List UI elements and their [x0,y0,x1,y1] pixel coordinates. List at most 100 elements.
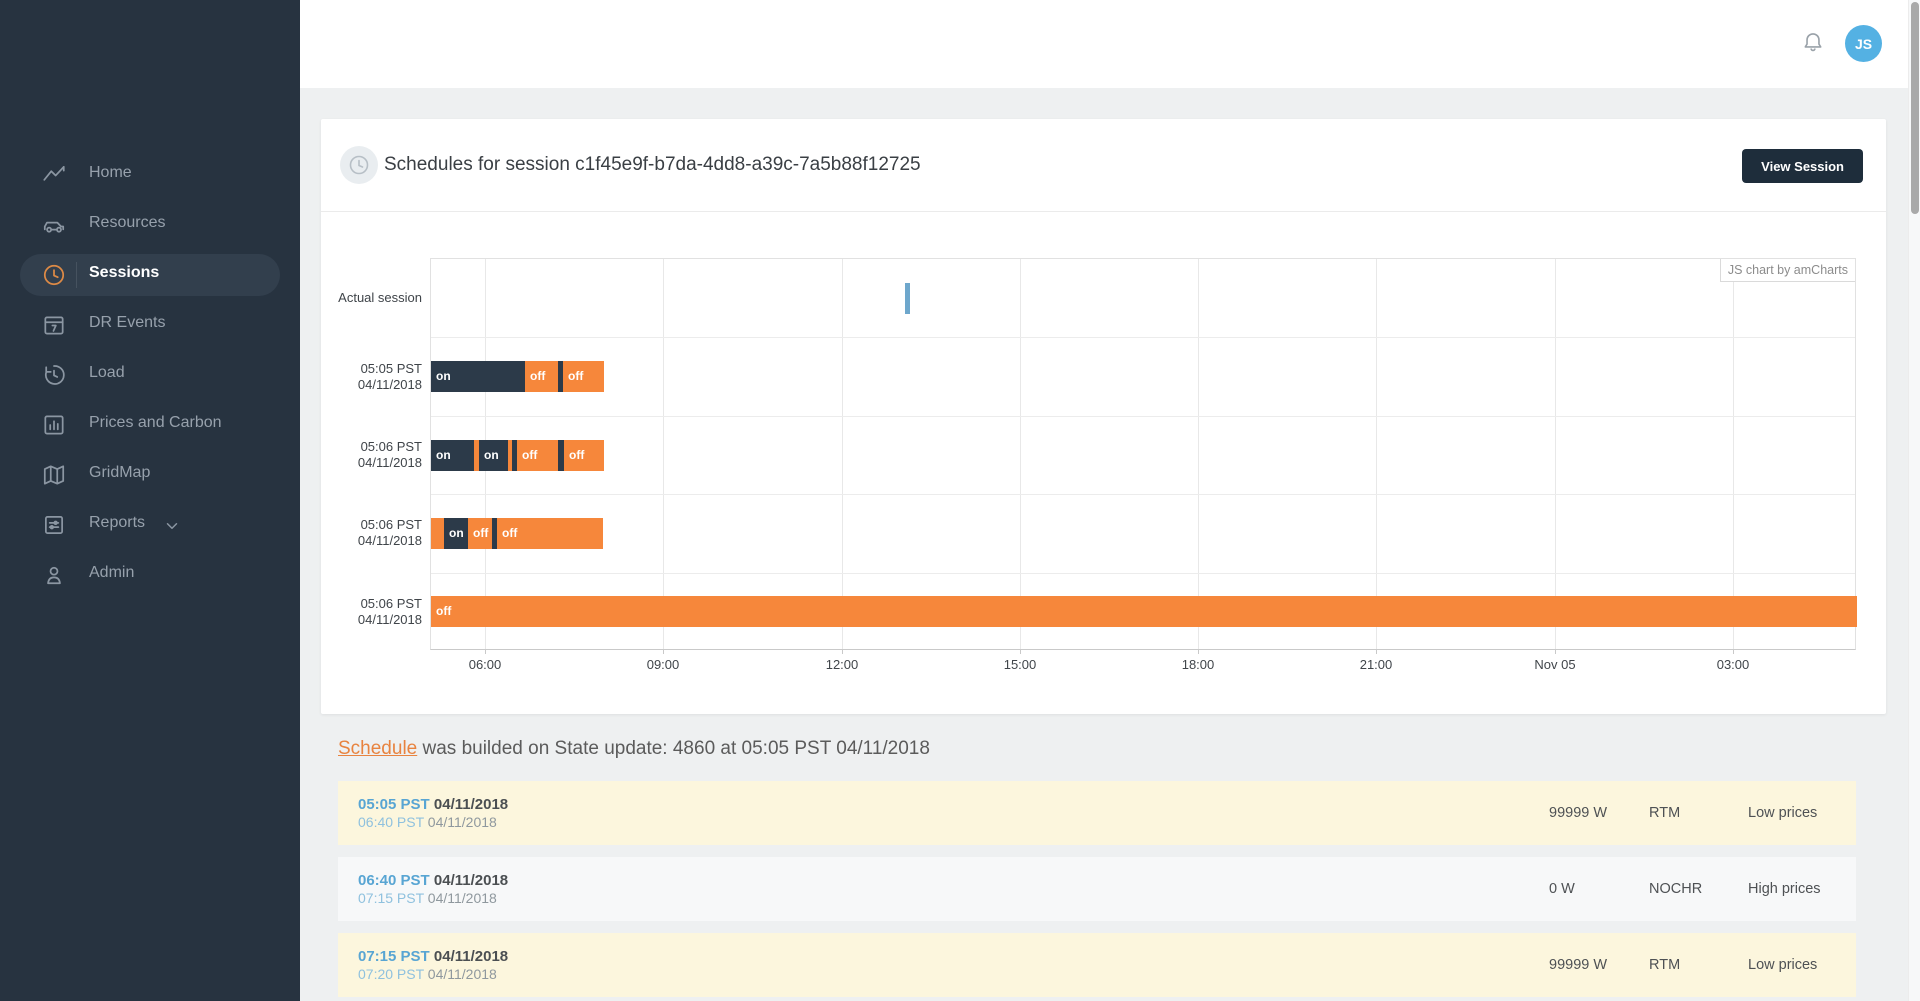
gantt-bar-dark[interactable] [558,440,564,471]
gantt-bar-on[interactable]: on [431,361,525,392]
gantt-bar-on[interactable]: on [431,440,474,471]
sidebar-item-home[interactable]: Home [0,150,300,200]
end-date: 04/11/2018 [427,890,497,906]
gantt-bar-on[interactable]: on [479,440,508,471]
gantt-bar-dark[interactable] [512,440,517,471]
row-gridline [431,416,1855,417]
map-icon [41,462,67,488]
row-gridline [431,337,1855,338]
end-time-link[interactable]: 06:40 PST [358,814,424,830]
axis-tick-label: 06:00 [468,657,502,672]
axis-tick-label: 09:00 [646,657,680,672]
prices-value: High prices [1748,881,1821,897]
schedule-table: 05:05 PST 04/11/2018 06:40 PST 04/11/2018… [338,781,1856,1001]
gantt-bar-orange[interactable] [474,440,479,471]
gantt-bar-off[interactable]: off [497,518,603,549]
schedule-note-text: was builded on State update: 4860 at 05:… [417,738,930,759]
gantt-bar-dark[interactable] [492,518,497,549]
gantt-row-label: Actual session [338,290,422,305]
schedule-row: 05:05 PST 04/11/2018 06:40 PST 04/11/2018… [338,781,1856,845]
avatar[interactable]: JS [1845,25,1882,62]
active-divider [76,262,77,288]
gridline [842,259,843,649]
row-gridline [431,573,1855,574]
power-value: 0 W [1549,881,1575,897]
end-date: 04/11/2018 [427,966,497,982]
gantt-bar-off[interactable]: off [431,596,1857,627]
gantt-row-label: 05:06 PST 04/11/2018 [357,596,422,627]
page-title: Schedules for session c1f45e9f-b7da-4dd8… [384,154,921,175]
sidebar-item-admin[interactable]: Admin [0,550,300,600]
page-scrollbar[interactable] [1908,0,1920,1001]
end-date: 04/11/2018 [427,814,497,830]
sidebar-item-label: Sessions [89,264,160,281]
gridline [1198,259,1199,649]
end-time-link[interactable]: 07:20 PST [358,966,424,982]
market-value: RTM [1649,957,1681,973]
clock-badge-icon [340,146,378,184]
gantt-plot-area: JS chart by amCharts 06:00 09:00 12:00 15:0… [338,258,1857,672]
gantt-row-label: 05:06 PST 04/11/2018 [357,517,422,548]
gantt-bar-orange[interactable] [508,440,512,471]
market-value: RTM [1649,805,1681,821]
report-icon [41,512,67,538]
history-icon [41,362,67,388]
schedule-row-times: 05:05 PST 04/11/2018 06:40 PST 04/11/2018 [358,795,1549,831]
power-value: 99999 W [1549,957,1608,973]
schedule-note: Schedule was builded on State update: 48… [338,738,930,760]
start-date: 04/11/2018 [433,796,509,813]
sidebar-item-sessions[interactable]: Sessions [0,250,300,300]
sidebar-item-load[interactable]: Load [0,350,300,400]
gridline [663,259,664,649]
gridline [1376,259,1377,649]
schedule-link[interactable]: Schedule [338,738,418,759]
gridline [1020,259,1021,649]
axis-tick [1376,649,1377,654]
axis-tick [663,649,664,654]
axis-tick [1198,649,1199,654]
sidebar-item-label: Prices and Carbon [89,414,222,431]
sidebar-item-prices-and-carbon[interactable]: Prices and Carbon [0,400,300,450]
gantt-bar-off[interactable]: off [563,361,604,392]
bar-chart-icon [41,412,67,438]
start-date: 04/11/2018 [433,948,509,965]
start-time-link[interactable]: 06:40 PST [358,872,430,889]
prices-value: Low prices [1748,805,1818,821]
gantt-bar-off[interactable]: off [525,361,558,392]
chevron-down-icon [163,517,181,535]
gridline [1555,259,1556,649]
sidebar-item-dr-events[interactable]: DR Events [0,300,300,350]
sidebar-item-gridmap[interactable]: GridMap [0,450,300,500]
gantt-bar-on[interactable]: on [444,518,468,549]
row-gridline [431,494,1855,495]
amcharts-watermark: JS chart by amCharts [1719,259,1855,282]
gantt-bar-off[interactable]: off [517,440,558,471]
trend-icon [41,162,67,188]
end-time-link[interactable]: 07:15 PST [358,890,424,906]
start-time-link[interactable]: 07:15 PST [358,948,430,965]
start-time-link[interactable]: 05:05 PST [358,796,430,813]
user-icon [41,562,67,588]
axis-tick-label: 12:00 [825,657,859,672]
gantt-bar-orange[interactable] [431,518,444,549]
gantt-bar-off[interactable]: off [564,440,604,471]
sidebar-item-resources[interactable]: Resources [0,200,300,250]
axis-tick [1020,649,1021,654]
gantt-bar-off[interactable]: off [468,518,492,549]
notifications-bell-icon[interactable] [1800,29,1826,55]
scrollbar-thumb[interactable] [1911,2,1919,214]
schedule-row-times: 07:15 PST 04/11/2018 07:20 PST 04/11/2018 [358,947,1549,983]
calendar-icon [41,312,67,338]
clock-icon [41,262,67,288]
sidebar-item-label: Home [89,164,132,181]
sidebar-item-reports[interactable]: Reports [0,500,300,550]
gantt-bar-dark[interactable] [558,361,563,392]
market-value: NOCHR [1649,881,1703,897]
power-value: 99999 W [1549,805,1608,821]
sidebar-item-label: DR Events [89,314,166,331]
axis-tick [485,649,486,654]
axis-tick-label: Nov 05 [1534,657,1576,672]
view-session-button[interactable]: View Session [1742,149,1863,183]
gantt-row-label: 05:06 PST 04/11/2018 [357,439,422,470]
gantt-bar-blue[interactable] [905,283,910,314]
